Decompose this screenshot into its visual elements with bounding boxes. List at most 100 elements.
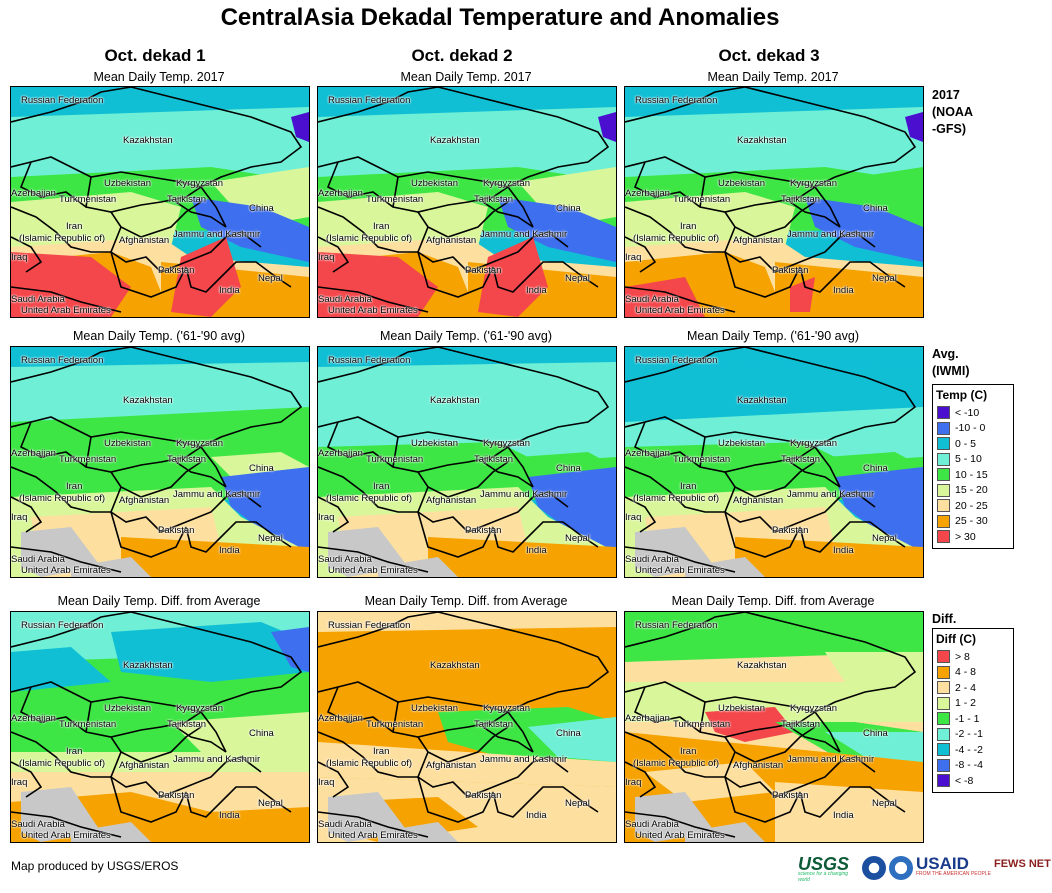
panel-title: Mean Daily Temp. ('61-'90 avg) xyxy=(380,329,552,343)
map-label-india: India xyxy=(526,810,547,821)
temperature-legend-label: > 30 xyxy=(955,530,976,543)
map-label-russia: Russian Federation xyxy=(635,95,718,106)
temperature-legend: Temp (C) < -10 -10 - 0 0 - 5 5 - 10 10 - 15 1… xyxy=(932,384,1014,549)
country-boundary xyxy=(318,466,418,513)
country-boundary xyxy=(326,686,509,738)
temperature-legend-item: < -10 xyxy=(933,405,1013,421)
country-boundary xyxy=(417,486,569,533)
country-boundary xyxy=(318,236,429,313)
temperature-legend-swatch xyxy=(937,483,950,497)
raster-zone xyxy=(291,112,309,142)
map-label-nepal: Nepal xyxy=(872,798,897,809)
map-label-iraq: Iraq xyxy=(318,777,335,788)
map-label-kazakhstan: Kazakhstan xyxy=(123,395,173,406)
raster-zone xyxy=(598,112,616,142)
raster-zone xyxy=(790,277,815,312)
map-label-kyrgyzstan: Kyrgyzstan xyxy=(483,178,530,189)
country-boundary xyxy=(625,236,736,313)
panel-title: Mean Daily Temp. Diff. from Average xyxy=(671,594,875,608)
raster-zone xyxy=(685,822,765,842)
map-label-india: India xyxy=(526,285,547,296)
country-boundary xyxy=(724,751,876,798)
country-boundary xyxy=(110,751,262,798)
map-label-kyrgyzstan: Kyrgyzstan xyxy=(790,703,837,714)
map-label-kazakhstan: Kazakhstan xyxy=(430,135,480,146)
map-panel-r3-c3: Russian Federation Kazakhstan Uzbekistan Ky… xyxy=(624,611,924,843)
map-label-saudi: Saudi Arabia xyxy=(11,554,65,565)
map-label-iran2: (Islamic Republic of) xyxy=(633,233,720,244)
country-boundary xyxy=(318,206,418,253)
raster-zone xyxy=(705,707,795,742)
map-label-nepal: Nepal xyxy=(258,533,283,544)
map-label-kazakhstan: Kazakhstan xyxy=(737,135,787,146)
map-label-pakistan: Pakistan xyxy=(158,525,195,536)
raster-zone xyxy=(905,112,923,142)
difference-legend-swatch xyxy=(937,650,950,664)
map-label-china: China xyxy=(249,463,274,474)
raster-zone xyxy=(775,782,923,842)
difference-legend-swatch xyxy=(937,681,950,695)
country-boundary xyxy=(19,686,202,738)
country-boundary xyxy=(11,612,303,713)
map-label-uzbekistan: Uzbekistan xyxy=(718,178,765,189)
raster-zone xyxy=(635,527,715,577)
temperature-legend-label: 15 - 20 xyxy=(955,484,988,497)
raster-zone xyxy=(528,717,616,762)
country-boundary xyxy=(799,521,906,553)
map-label-uae: United Arab Emirates xyxy=(21,305,111,316)
temperature-legend-item: 0 - 5 xyxy=(933,436,1013,452)
map-label-jammu: Jammu and Kashmir xyxy=(480,754,568,765)
country-boundary xyxy=(175,446,227,488)
map-label-jammu: Jammu and Kashmir xyxy=(480,229,568,240)
map-label-afghanistan: Afghanistan xyxy=(733,760,784,771)
country-boundary xyxy=(19,161,202,213)
map-label-iran2: (Islamic Republic of) xyxy=(19,758,106,769)
map-label-uzbekistan: Uzbekistan xyxy=(411,178,458,189)
map-label-turkmenistan: Turkmenistan xyxy=(366,194,424,205)
country-boundary xyxy=(318,731,418,778)
map-label-azerbaijan: Azerbaijan xyxy=(11,188,56,199)
map-label-kazakhstan: Kazakhstan xyxy=(737,660,787,671)
country-boundary xyxy=(11,347,303,448)
map-label-india: India xyxy=(219,545,240,556)
country-boundary xyxy=(633,686,816,738)
raster-zone xyxy=(121,537,309,577)
map-label-uae: United Arab Emirates xyxy=(21,830,111,841)
country-boundary xyxy=(11,466,111,513)
map-label-india: India xyxy=(833,285,854,296)
raster-zone xyxy=(211,167,309,227)
raster-zone xyxy=(271,627,309,672)
temperature-legend-label: -10 - 0 xyxy=(955,422,986,435)
country-boundary xyxy=(633,161,816,213)
raster-zone xyxy=(685,557,765,577)
map-label-china: China xyxy=(556,463,581,474)
country-boundary xyxy=(799,786,906,818)
map-label-kazakhstan: Kazakhstan xyxy=(123,135,173,146)
map-label-india: India xyxy=(219,285,240,296)
map-label-iran2: (Islamic Republic of) xyxy=(633,493,720,504)
map-label-uae: United Arab Emirates xyxy=(328,565,418,576)
raster-zone xyxy=(71,822,151,842)
map-label-jammu: Jammu and Kashmir xyxy=(480,489,568,500)
raster-zone xyxy=(825,167,923,227)
map-label-afghanistan: Afghanistan xyxy=(426,235,477,246)
map-panel-r1-c2: Russian Federation Kazakhstan Uzbekistan Ky… xyxy=(317,86,617,318)
map-label-china: China xyxy=(863,463,888,474)
map-label-tajikistan: Tajikistan xyxy=(167,454,207,465)
map-label-tajikistan: Tajikistan xyxy=(781,719,821,730)
map-label-kyrgyzstan: Kyrgyzstan xyxy=(176,438,223,449)
difference-legend-label: 1 - 2 xyxy=(955,697,977,710)
panel-title: Mean Daily Temp. ('61-'90 avg) xyxy=(73,329,245,343)
country-boundary xyxy=(724,776,801,823)
country-boundary xyxy=(633,421,816,473)
country-boundary xyxy=(724,226,876,273)
country-boundary xyxy=(185,786,292,818)
difference-legend-item: -8 - -4 xyxy=(933,758,1013,774)
map-label-nepal: Nepal xyxy=(565,798,590,809)
panel-title: Mean Daily Temp. Diff. from Average xyxy=(364,594,568,608)
map-label-azerbaijan: Azerbaijan xyxy=(318,188,363,199)
temperature-legend-item: 10 - 15 xyxy=(933,467,1013,483)
country-boundary xyxy=(11,731,111,778)
raster-zone xyxy=(11,252,131,317)
map-label-afghanistan: Afghanistan xyxy=(426,495,477,506)
